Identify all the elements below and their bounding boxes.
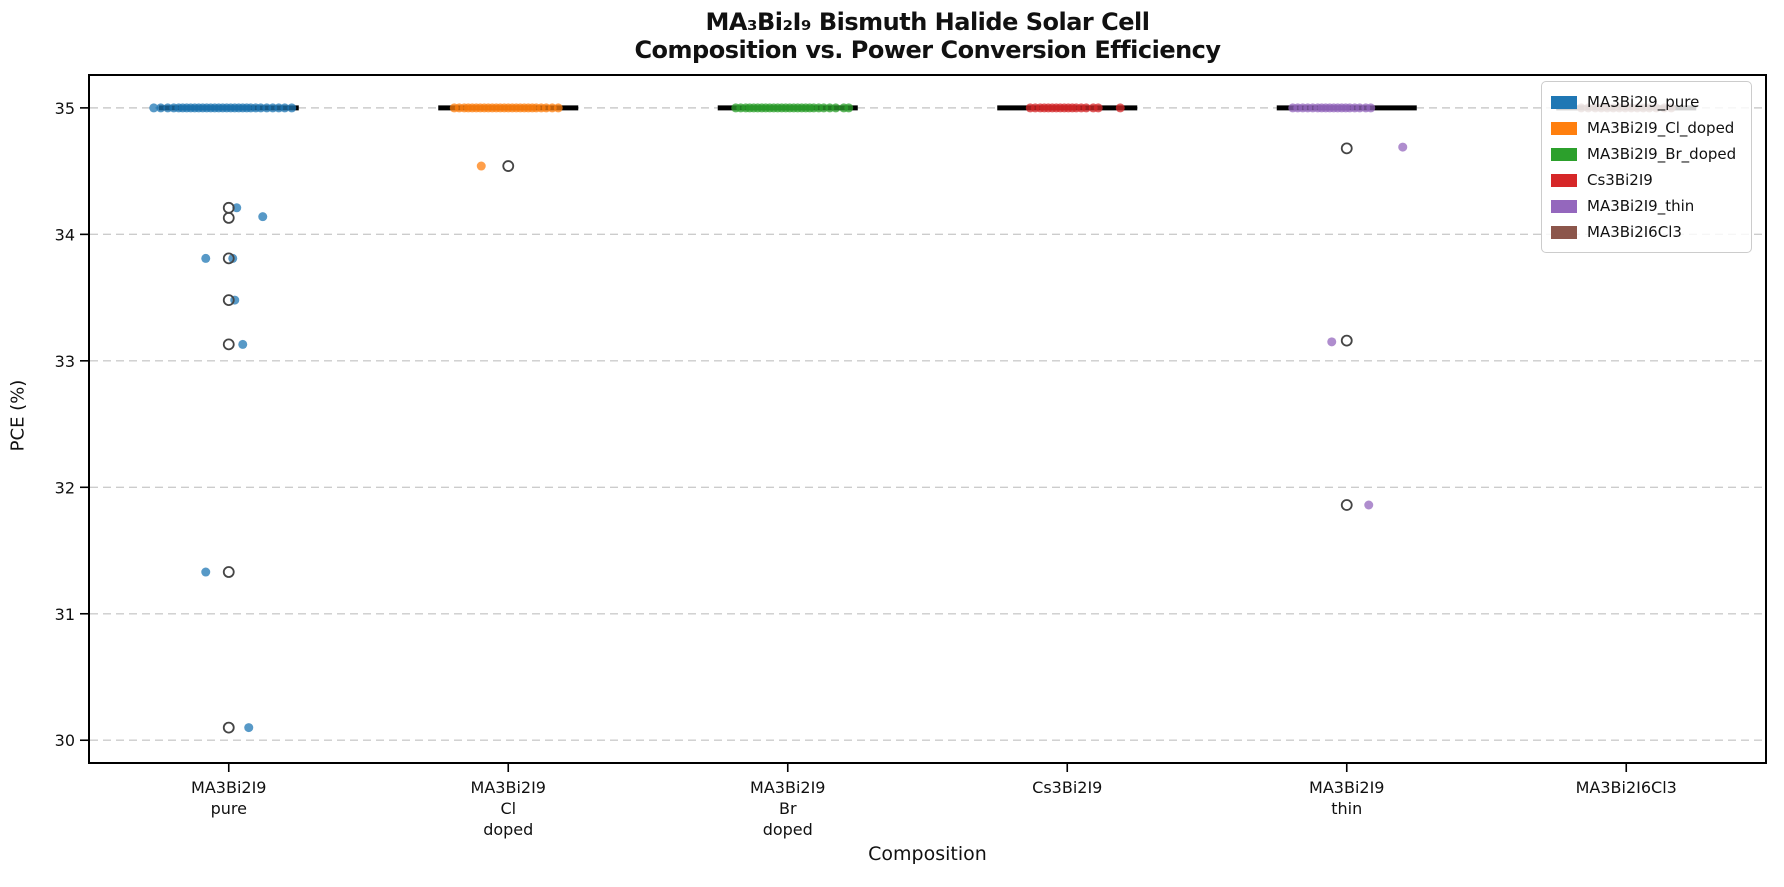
- legend-swatch: [1551, 95, 1577, 109]
- data-point: [201, 253, 211, 263]
- y-axis-label: PCE (%): [7, 379, 29, 452]
- data-point: [553, 103, 563, 113]
- x-axis-label: Composition: [868, 843, 987, 865]
- legend-label: MA3Bi2I9_thin: [1587, 197, 1695, 215]
- legend-entry: MA3Bi2I9_Cl_doped: [1551, 115, 1741, 141]
- legend-swatch: [1551, 147, 1577, 161]
- plot-border: [88, 74, 1767, 764]
- x-tick-label: MA3Bi2I9 Br doped: [750, 778, 825, 839]
- data-point: [201, 567, 211, 577]
- y-tick-label: 34: [55, 225, 75, 244]
- legend-label: MA3Bi2I9_pure: [1587, 93, 1700, 111]
- data-point: [232, 203, 242, 213]
- x-tick-label: MA3Bi2I9 pure: [191, 778, 266, 818]
- outlier-circle: [222, 252, 235, 265]
- legend-entry: MA3Bi2I9_Br_doped: [1551, 141, 1741, 167]
- legend-swatch: [1551, 225, 1577, 239]
- legend-swatch: [1551, 199, 1577, 213]
- legend-label: MA3Bi2I9_Cl_doped: [1587, 119, 1735, 137]
- outlier-circle: [502, 160, 515, 172]
- x-tick-label: MA3Bi2I9 Cl doped: [471, 778, 546, 839]
- legend-entry: MA3Bi2I9_thin: [1551, 193, 1741, 219]
- data-point: [149, 103, 159, 113]
- data-point: [1081, 103, 1091, 113]
- outlier-circle: [1340, 334, 1353, 347]
- outlier-circle: [1340, 499, 1353, 511]
- chart-title-block: MA₃Bi₂I₉ Bismuth Halide Solar Cell Compo…: [89, 8, 1766, 64]
- data-point: [238, 339, 248, 349]
- y-tick-label: 30: [55, 731, 75, 750]
- legend-swatch: [1551, 121, 1577, 135]
- legend-label: Cs3Bi2I9: [1587, 171, 1653, 189]
- outlier-circle: [222, 338, 235, 351]
- legend-swatch: [1551, 173, 1577, 187]
- legend-entry: MA3Bi2I6Cl3: [1551, 219, 1741, 245]
- data-point: [258, 212, 268, 222]
- outlier-circle: [222, 566, 235, 578]
- chart-subtitle: Composition vs. Power Conversion Efficie…: [634, 36, 1221, 64]
- y-tick-label: 35: [55, 99, 75, 118]
- y-tick-label: 31: [55, 605, 75, 624]
- data-point: [1366, 103, 1376, 113]
- data-point: [244, 723, 254, 733]
- data-point: [1327, 337, 1337, 347]
- x-tick-label: Cs3Bi2I9: [1032, 778, 1102, 797]
- legend-label: MA3Bi2I6Cl3: [1587, 223, 1682, 241]
- chart-title: MA₃Bi₂I₉ Bismuth Halide Solar Cell: [705, 8, 1150, 36]
- legend-entry: Cs3Bi2I9: [1551, 167, 1741, 193]
- legend-entry: MA3Bi2I9_pure: [1551, 89, 1741, 115]
- data-point: [831, 103, 841, 113]
- data-point: [156, 103, 166, 113]
- outlier-circle: [1340, 142, 1353, 155]
- x-tick-label: MA3Bi2I9 thin: [1309, 778, 1384, 818]
- x-tick-label: MA3Bi2I6Cl3: [1576, 778, 1677, 797]
- data-point: [228, 253, 238, 263]
- legend-label: MA3Bi2I9_Br_doped: [1587, 145, 1737, 163]
- data-point: [1398, 142, 1408, 152]
- data-point: [280, 103, 290, 113]
- data-point: [476, 161, 486, 171]
- data-point: [1115, 103, 1125, 113]
- outlier-circle: [222, 294, 235, 307]
- data-point: [287, 103, 297, 113]
- data-point: [844, 103, 854, 113]
- data-point: [1093, 103, 1103, 113]
- data-point: [1364, 500, 1374, 510]
- y-tick-label: 33: [55, 352, 75, 371]
- legend: MA3Bi2I9_pure MA3Bi2I9_Cl_doped MA3Bi2I9_B…: [1541, 81, 1752, 253]
- outlier-circle: [222, 212, 235, 224]
- y-tick-label: 32: [55, 478, 75, 497]
- outlier-circle: [222, 721, 235, 734]
